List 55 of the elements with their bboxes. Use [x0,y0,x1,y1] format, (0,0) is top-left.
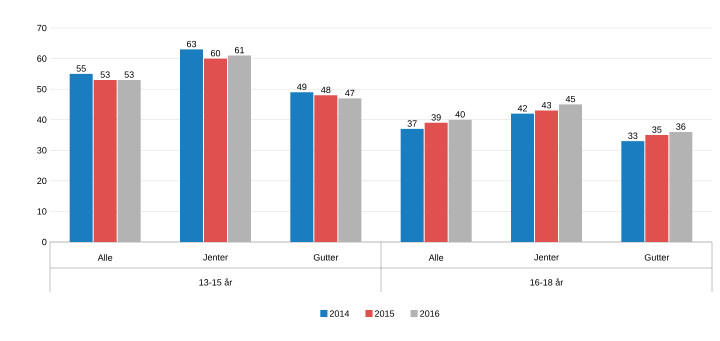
bar [645,135,668,242]
bar [204,58,227,242]
y-tick-label: 40 [36,116,46,123]
bar [228,56,252,242]
bar [669,132,692,242]
data-label: 43 [542,102,552,108]
y-tick-label: 60 [37,55,46,62]
text: 16-18 år [530,278,564,286]
data-label: 60 [210,50,220,56]
bar [535,110,558,242]
legend-label: 2014 [330,310,350,317]
data-label: 63 [186,40,196,48]
bar [290,92,314,242]
bar [314,95,338,242]
data-label: 48 [321,86,330,94]
x-tick-label: Gutter [314,254,338,261]
bar [559,104,582,242]
bar [400,128,424,242]
data-label: 45 [566,96,576,102]
bar [424,122,448,242]
x-tick-label: Jenter [203,254,228,260]
x-tick-label: Jenter [534,254,559,260]
data-label: 39 [432,114,441,121]
data-label: 36 [676,123,686,130]
y-tick-label: 30 [37,147,46,154]
y-tick-label: 20 [37,178,46,184]
bar [338,98,362,242]
data-label: 49 [297,84,306,90]
data-label: 35 [652,126,662,133]
bar [180,49,203,242]
bar [118,80,141,242]
data-label: 37 [408,120,417,127]
y-tick-label: 50 [37,86,46,92]
y-tick-label: 10 [37,208,46,215]
data-label: 33 [628,132,638,139]
data-label: 53 [100,71,110,78]
x-tick-label: Alle [98,254,112,261]
bar [70,74,93,242]
legend-label: 2016 [420,310,440,317]
data-label: 53 [124,71,134,78]
legend-label: 2015 [375,310,394,317]
data-label: 55 [76,65,86,72]
x-tick-label: Alle [428,254,444,261]
y-tick-label: 70 [37,24,46,32]
data-label: 61 [234,46,244,54]
data-label: 42 [518,105,528,112]
data-label: 40 [455,111,465,118]
y-tick-label: 0 [42,238,46,246]
bar [448,120,472,242]
data-label: 47 [345,90,354,96]
bar [511,114,534,242]
x-tick-label: Gutter [644,254,670,261]
bar [621,141,644,242]
text: 13-15 år [199,278,232,286]
bar [94,80,117,242]
